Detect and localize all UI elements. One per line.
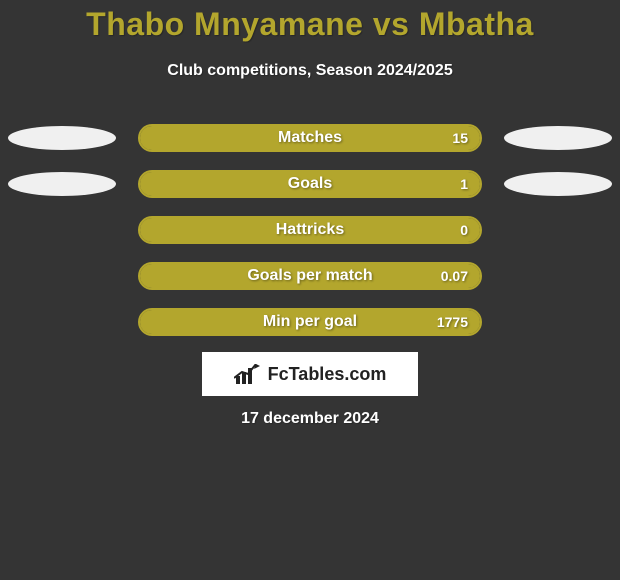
stat-row: Min per goal1775 bbox=[0, 308, 620, 336]
brand-text: FcTables.com bbox=[268, 364, 387, 385]
stat-bar: Min per goal1775 bbox=[138, 308, 482, 336]
stat-bar: Matches15 bbox=[138, 124, 482, 152]
date-label: 17 december 2024 bbox=[0, 410, 620, 428]
left-ellipse bbox=[8, 126, 116, 150]
stat-row: Goals1 bbox=[0, 170, 620, 198]
stat-value: 15 bbox=[452, 126, 468, 150]
stat-label: Goals per match bbox=[140, 264, 480, 288]
stat-value: 0.07 bbox=[441, 264, 468, 288]
stat-value: 0 bbox=[460, 218, 468, 242]
page-title: Thabo Mnyamane vs Mbatha bbox=[0, 6, 620, 43]
right-ellipse bbox=[504, 172, 612, 196]
brand-badge: FcTables.com bbox=[202, 352, 418, 396]
stat-value: 1 bbox=[460, 172, 468, 196]
brand-chart-icon bbox=[234, 364, 262, 384]
right-ellipse bbox=[504, 126, 612, 150]
stat-value: 1775 bbox=[437, 310, 468, 334]
stat-row: Goals per match0.07 bbox=[0, 262, 620, 290]
comparison-infographic: Thabo Mnyamane vs Mbatha Club competitio… bbox=[0, 0, 620, 580]
page-subtitle: Club competitions, Season 2024/2025 bbox=[0, 62, 620, 80]
stat-bar: Goals per match0.07 bbox=[138, 262, 482, 290]
stat-label: Goals bbox=[140, 172, 480, 196]
stat-label: Hattricks bbox=[140, 218, 480, 242]
left-ellipse bbox=[8, 172, 116, 196]
stat-row: Hattricks0 bbox=[0, 216, 620, 244]
stat-label: Min per goal bbox=[140, 310, 480, 334]
stat-bar: Hattricks0 bbox=[138, 216, 482, 244]
stat-row: Matches15 bbox=[0, 124, 620, 152]
stat-label: Matches bbox=[140, 126, 480, 150]
stat-bar: Goals1 bbox=[138, 170, 482, 198]
